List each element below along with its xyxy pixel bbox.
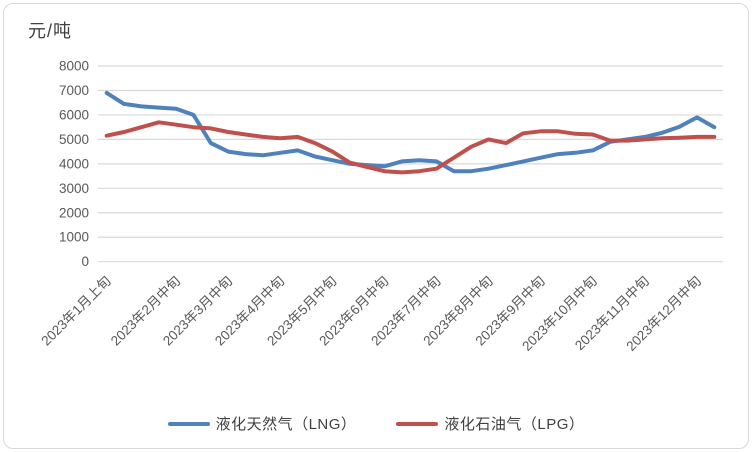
y-tick-label: 7000 [59,83,89,98]
y-tick-label: 4000 [59,156,89,171]
lpg-line-swatch-icon [396,421,439,426]
x-tick-label: 2023年1月上旬 [38,273,113,348]
lpg-series-line [104,120,717,175]
legend: 液化天然气（LNG） 液化石油气（LPG） [4,413,748,434]
lng-series-line [104,90,717,174]
y-tick-label: 2000 [59,205,89,220]
legend-label-lng: 液化天然气（LNG） [215,416,357,433]
chart-frame: 元/吨 0 1000 2000 3000 4000 5000 6000 7000 8000 202… [3,3,749,449]
y-tick-label: 0 [81,254,89,269]
y-tick-label: 1000 [59,230,89,245]
lng-line-swatch-icon [167,421,210,426]
legend-label-lpg: 液化石油气（LPG） [444,416,585,433]
legend-item-lng: 液化天然气（LNG） [167,413,357,434]
line-chart-plot: 0 1000 2000 3000 4000 5000 6000 7000 8000 2023年1月… [38,59,723,354]
axis-unit-title: 元/吨 [28,21,73,41]
y-tick-label: 5000 [59,132,89,147]
y-tick-label: 8000 [59,59,89,74]
y-tick-label: 3000 [59,181,89,196]
y-tick-label: 6000 [59,107,89,122]
legend-item-lpg: 液化石油气（LPG） [396,413,584,434]
